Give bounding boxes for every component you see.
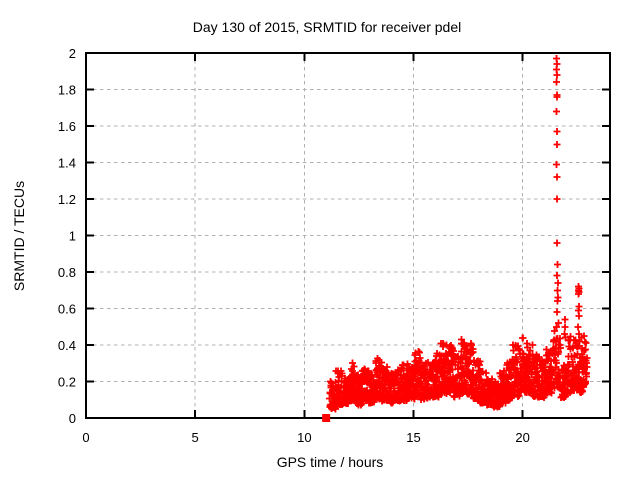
grid-lines (86, 53, 610, 418)
plot-border (85, 52, 611, 419)
y-tick-label: 0.6 (58, 302, 76, 317)
y-tick-label: 1 (69, 229, 76, 244)
y-tick-label: 0 (69, 411, 76, 426)
x-tick-label: 20 (515, 430, 529, 445)
x-tick-label: 5 (192, 430, 199, 445)
y-tick-label: 1.4 (58, 156, 76, 171)
y-tick-label: 2 (69, 46, 76, 61)
y-tick-label: 1.8 (58, 83, 76, 98)
zero-square-marker (322, 414, 331, 422)
x-tick-label: 0 (82, 430, 89, 445)
y-tick-label: 0.4 (58, 338, 76, 353)
data-points (322, 55, 591, 422)
y-tick-label: 1.2 (58, 192, 76, 207)
chart-title: Day 130 of 2015, SRMTID for receiver pde… (193, 19, 461, 35)
scatter-plus-markers (326, 55, 591, 413)
y-tick-label: 1.6 (58, 119, 76, 134)
plot-frame (85, 52, 611, 419)
x-tick-label: 15 (406, 430, 420, 445)
y-tick-label: 0.8 (58, 265, 76, 280)
y-tick-label: 0.2 (58, 375, 76, 390)
tick-labels: 0 5 10 15 20 0 0.2 0.4 0.6 0.8 1 1.2 1.4 1.6 1.8 2 (58, 46, 530, 445)
x-tick-label: 10 (297, 430, 311, 445)
x-axis-label: GPS time / hours (277, 454, 384, 470)
y-axis-label: SRMTID / TECUs (11, 181, 27, 291)
